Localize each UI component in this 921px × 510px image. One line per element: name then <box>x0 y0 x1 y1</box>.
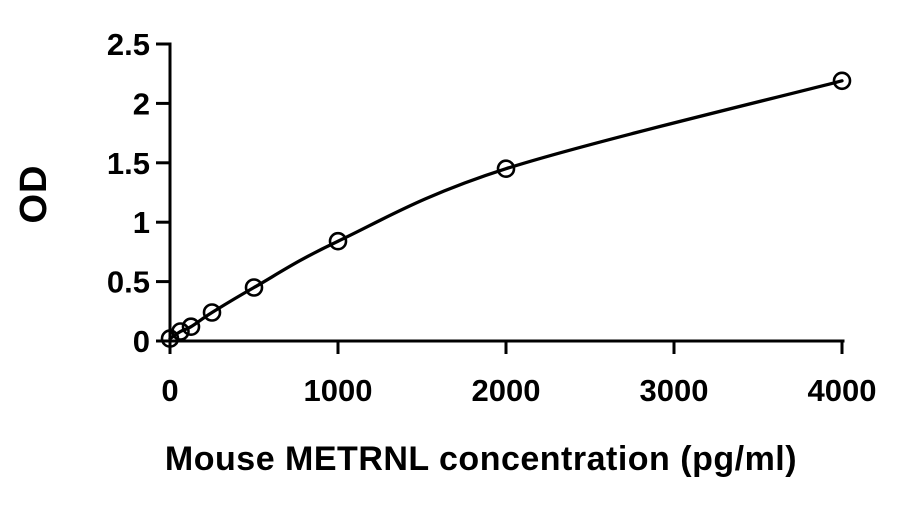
x-tick-label: 1000 <box>304 373 373 408</box>
y-tick-label: 2 <box>133 86 150 121</box>
y-tick-label: 2.5 <box>107 27 150 62</box>
y-tick-label: 1 <box>133 205 150 240</box>
y-tick-label: 0 <box>133 324 150 359</box>
axes <box>168 42 845 343</box>
data-point-marker <box>171 322 190 341</box>
data-point-markers <box>160 71 852 348</box>
data-point-marker <box>181 317 201 337</box>
x-tick-label: 4000 <box>808 373 877 408</box>
axis-lines <box>168 42 845 343</box>
x-axis-ticks: 0 1000 2000 3000 4000 <box>161 341 876 408</box>
y-tick-label: 0.5 <box>107 265 150 300</box>
data-point-marker <box>202 303 222 322</box>
data-point-marker <box>244 278 264 297</box>
data-point-marker <box>328 231 348 251</box>
x-tick-label: 0 <box>161 373 178 408</box>
standard-curve-line <box>168 79 844 341</box>
y-axis-ticks: 0 0.5 1 1.5 2 2.5 <box>107 27 170 359</box>
data-point-marker <box>496 159 516 178</box>
x-axis-title: Mouse METRNL concentration (pg/ml) <box>165 440 797 478</box>
y-tick-label: 1.5 <box>107 146 150 181</box>
x-tick-label: 3000 <box>640 373 709 408</box>
y-axis-title: OD <box>13 165 55 224</box>
x-tick-label: 2000 <box>472 373 541 408</box>
data-point-marker <box>832 71 852 91</box>
